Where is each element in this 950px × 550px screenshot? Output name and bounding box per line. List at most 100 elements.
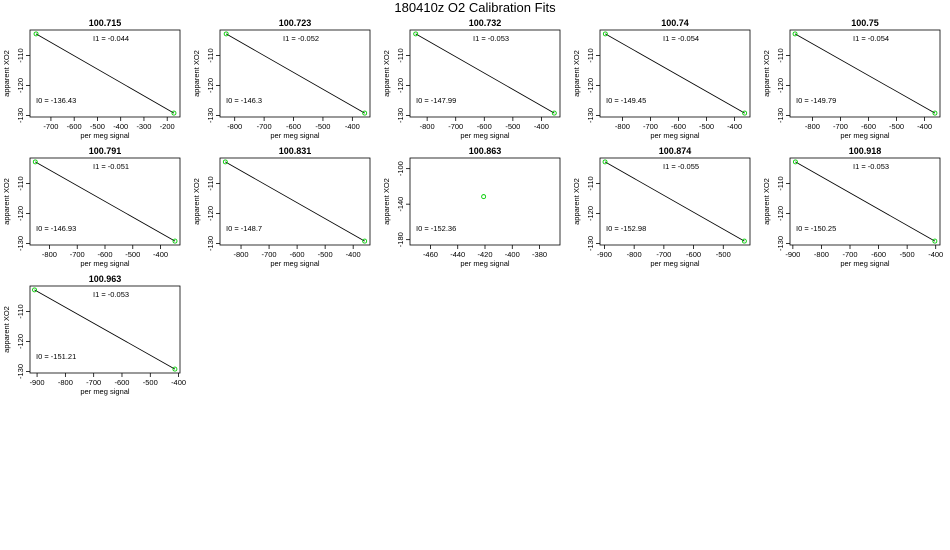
x-axis-label: per meg signal: [80, 387, 130, 396]
x-tick-label: -600: [861, 122, 876, 131]
x-tick-label: -600: [286, 122, 301, 131]
i0-annotation: I0 = -149.79: [796, 96, 836, 105]
plot-frame: [29, 29, 181, 118]
y-tick-label: -130: [16, 236, 25, 251]
y-axis-label: apparent XO2: [762, 50, 771, 97]
i1-annotation: I1 = -0.054: [663, 34, 699, 43]
data-point: [602, 159, 608, 165]
i1-annotation: I1 = -0.044: [93, 34, 129, 43]
data-point: [171, 110, 177, 116]
y-axis-label: apparent XO2: [762, 178, 771, 225]
panel-10: 100.963 -900 -800 -700 -600 -500 -400 per meg s…: [2, 274, 186, 396]
data-point: [33, 31, 39, 37]
x-tick-label: -400: [917, 122, 932, 131]
x-axis-label: per meg signal: [80, 259, 130, 268]
i0-annotation: I0 = -150.25: [796, 224, 836, 233]
y-tick-label: -110: [586, 48, 595, 62]
data-point: [222, 159, 228, 165]
x-tick-label: -600: [871, 250, 886, 259]
i1-annotation: I1 = -0.053: [473, 34, 509, 43]
fit-line: [415, 33, 555, 114]
panel-title: 100.715: [89, 18, 122, 28]
x-tick-label: -700: [842, 250, 857, 259]
x-tick-label: -400: [171, 378, 186, 387]
plot-frame: [599, 29, 751, 118]
x-tick-label: -700: [257, 122, 272, 131]
x-tick-label: -700: [262, 250, 277, 259]
x-tick-label: -900: [785, 250, 800, 259]
data-point: [792, 31, 798, 37]
i1-annotation: I1 = -0.051: [93, 162, 129, 171]
fit-line: [794, 33, 936, 114]
x-axis-label: per meg signal: [840, 131, 890, 140]
x-tick-label: -400: [727, 122, 742, 131]
x-tick-label: -200: [160, 122, 175, 131]
panel-3: 100.74 -800 -700 -600 -500 -400 per meg signal…: [572, 18, 751, 140]
x-tick-label: -420: [477, 250, 492, 259]
y-axis-label: apparent XO2: [572, 178, 581, 225]
data-point: [792, 159, 798, 165]
x-tick-label: -800: [420, 122, 435, 131]
panel-8: 100.874 -900 -800 -700 -600 -500 per meg signa…: [572, 146, 751, 268]
y-tick-label: -110: [206, 48, 215, 62]
panel-title: 100.874: [659, 146, 692, 156]
data-point: [223, 31, 229, 37]
plot-frame: [409, 29, 561, 118]
page-title: 180410z O2 Calibration Fits: [394, 0, 556, 15]
x-axis-label: per meg signal: [650, 259, 700, 268]
x-tick-label: -460: [423, 250, 438, 259]
panel-title: 100.863: [469, 146, 502, 156]
y-tick-label: -110: [16, 48, 25, 62]
x-tick-label: -500: [900, 250, 915, 259]
y-tick-label: -120: [16, 206, 25, 221]
y-tick-label: -110: [16, 304, 25, 318]
fit-line: [35, 161, 176, 242]
i0-annotation: I0 = -146.93: [36, 224, 76, 233]
x-tick-label: -400: [928, 250, 943, 259]
i0-annotation: I0 = -149.45: [606, 96, 646, 105]
panel-1: 100.723 -800 -700 -600 -500 -400 per meg signa…: [192, 18, 371, 140]
data-point: [932, 110, 938, 116]
x-axis-label: per meg signal: [460, 259, 510, 268]
x-axis-label: per meg signal: [80, 131, 130, 140]
fit-line: [225, 33, 365, 114]
fit-line: [605, 33, 745, 114]
y-tick-label: -130: [776, 108, 785, 123]
data-point: [172, 238, 178, 244]
panel-4: 100.75 -800 -700 -600 -500 -400 per meg signal…: [762, 18, 941, 140]
fit-line: [35, 33, 175, 114]
x-tick-label: -700: [70, 250, 85, 259]
plot-frame: [219, 29, 371, 118]
y-tick-label: -130: [206, 236, 215, 251]
plot-frame: [599, 157, 751, 246]
panel-title: 100.831: [279, 146, 312, 156]
y-tick-label: -130: [206, 108, 215, 123]
panel-title: 100.791: [89, 146, 122, 156]
x-tick-label: -400: [534, 122, 549, 131]
data-point: [172, 366, 178, 372]
x-tick-label: -300: [136, 122, 151, 131]
data-point: [742, 110, 748, 116]
plot-frame: [789, 157, 941, 246]
data-point: [602, 31, 608, 37]
panel-9: 100.918 -900 -800 -700 -600 -500 -400 per meg s…: [762, 146, 943, 268]
data-point: [32, 159, 38, 165]
panel-title: 100.963: [89, 274, 122, 284]
y-tick-label: -120: [16, 334, 25, 349]
x-tick-label: -700: [643, 122, 658, 131]
x-tick-label: -600: [686, 250, 701, 259]
x-tick-label: -700: [833, 122, 848, 131]
i1-annotation: I1 = -0.054: [853, 34, 889, 43]
y-axis-label: apparent XO2: [2, 306, 11, 353]
y-tick-label: -130: [586, 236, 595, 251]
y-tick-label: -120: [586, 78, 595, 93]
fit-line: [604, 161, 745, 242]
i0-annotation: I0 = -152.98: [606, 224, 646, 233]
y-tick-label: -120: [586, 206, 595, 221]
x-tick-label: -600: [477, 122, 492, 131]
i1-annotation: I1 = -0.053: [853, 162, 889, 171]
fit-line: [795, 161, 936, 242]
y-tick-label: -110: [16, 176, 25, 190]
x-tick-label: -700: [656, 250, 671, 259]
